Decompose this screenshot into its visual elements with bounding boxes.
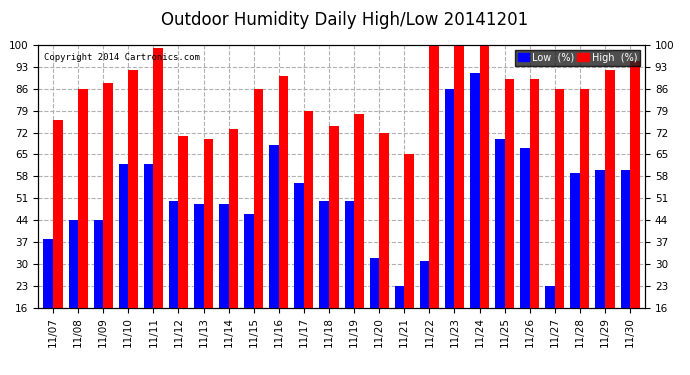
Bar xyxy=(219,204,228,308)
Bar xyxy=(595,170,605,308)
Bar xyxy=(445,89,455,308)
Bar xyxy=(68,220,78,308)
Bar xyxy=(530,80,540,308)
Bar xyxy=(153,48,163,308)
Bar xyxy=(504,80,514,308)
Text: Outdoor Humidity Daily High/Low 20141201: Outdoor Humidity Daily High/Low 20141201 xyxy=(161,11,529,29)
Bar xyxy=(43,239,53,308)
Bar xyxy=(304,111,313,308)
Bar xyxy=(605,70,615,308)
Bar xyxy=(520,148,530,308)
Bar xyxy=(404,154,414,308)
Bar xyxy=(329,126,339,308)
Bar xyxy=(53,120,63,308)
Bar xyxy=(194,204,204,308)
Bar xyxy=(545,286,555,308)
Bar xyxy=(480,45,489,308)
Bar xyxy=(228,129,238,308)
Bar xyxy=(144,164,153,308)
Text: Copyright 2014 Cartronics.com: Copyright 2014 Cartronics.com xyxy=(44,53,200,62)
Bar xyxy=(204,139,213,308)
Bar xyxy=(269,145,279,308)
Bar xyxy=(279,76,288,308)
Bar xyxy=(455,45,464,308)
Bar xyxy=(319,201,329,308)
Bar xyxy=(254,89,264,308)
Bar xyxy=(470,73,480,308)
Bar xyxy=(128,70,138,308)
Bar xyxy=(429,45,439,308)
Bar xyxy=(295,183,304,308)
Bar xyxy=(395,286,404,308)
Bar xyxy=(179,136,188,308)
Bar xyxy=(571,173,580,308)
Bar xyxy=(78,89,88,308)
Bar xyxy=(344,201,354,308)
Bar xyxy=(580,89,589,308)
Bar xyxy=(169,201,179,308)
Bar xyxy=(244,214,254,308)
Bar xyxy=(370,258,380,307)
Bar xyxy=(354,114,364,308)
Bar xyxy=(94,220,104,308)
Bar xyxy=(119,164,128,308)
Bar xyxy=(380,132,388,308)
Bar xyxy=(104,82,112,308)
Bar xyxy=(495,139,504,308)
Bar xyxy=(620,170,630,308)
Bar xyxy=(555,89,564,308)
Bar xyxy=(420,261,429,308)
Bar xyxy=(630,61,640,308)
Legend: Low  (%), High  (%): Low (%), High (%) xyxy=(515,50,640,66)
